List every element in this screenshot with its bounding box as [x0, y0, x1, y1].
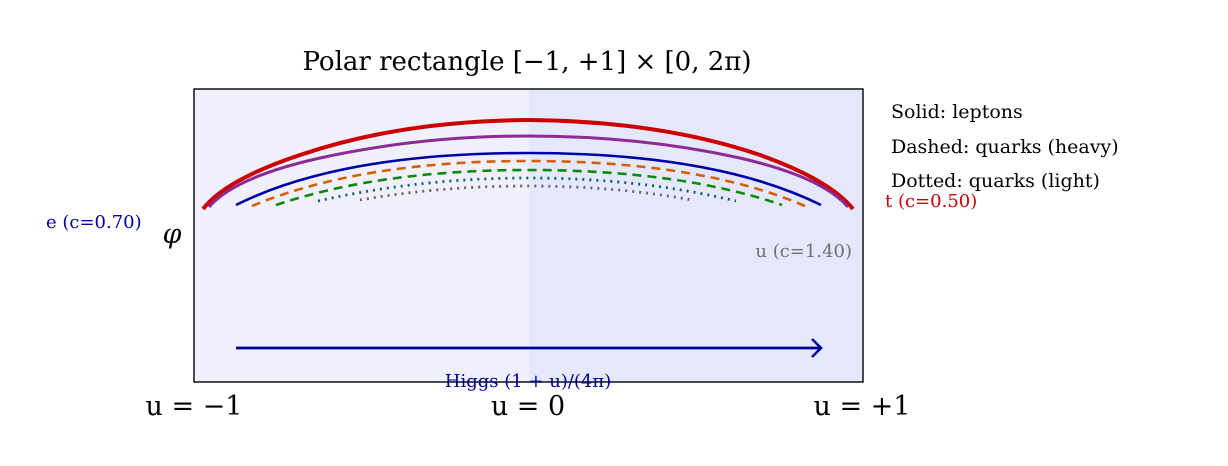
label-e: e (c=0.70): [46, 212, 142, 233]
curve-green-dashed: [275, 168, 783, 207]
phi-axis-label: φ: [163, 219, 182, 250]
label-t: t (c=0.50): [885, 191, 977, 212]
tick-u-plus-1: u = +1: [814, 391, 911, 422]
legend-dashed: Dashed: quarks (heavy): [891, 136, 1119, 158]
label-higgs: Higgs (1 + u)/(4π): [445, 371, 611, 392]
curve-t-red: [201, 117, 855, 211]
panel-frame: [193, 88, 864, 383]
curve-teal-dotted: [317, 176, 737, 203]
panel-right-half: [529, 89, 863, 382]
curve-e-blue: [235, 151, 822, 207]
curve-gray-dotted: [359, 184, 693, 202]
higgs-arrow-head: [811, 338, 823, 358]
tick-u-0: u = 0: [491, 391, 565, 422]
tick-u-minus-1: u = −1: [146, 391, 243, 422]
curve-orange-dashed: [251, 159, 806, 208]
legend-dotted: Dotted: quarks (light): [891, 170, 1100, 192]
panel-left-half: [194, 89, 529, 382]
legend-solid: Solid: leptons: [891, 101, 1023, 123]
curve-purple: [207, 134, 850, 208]
diagram-title: Polar rectangle [−1, +1] × [0, 2π): [302, 47, 751, 77]
label-u: u (c=1.40): [755, 241, 852, 262]
